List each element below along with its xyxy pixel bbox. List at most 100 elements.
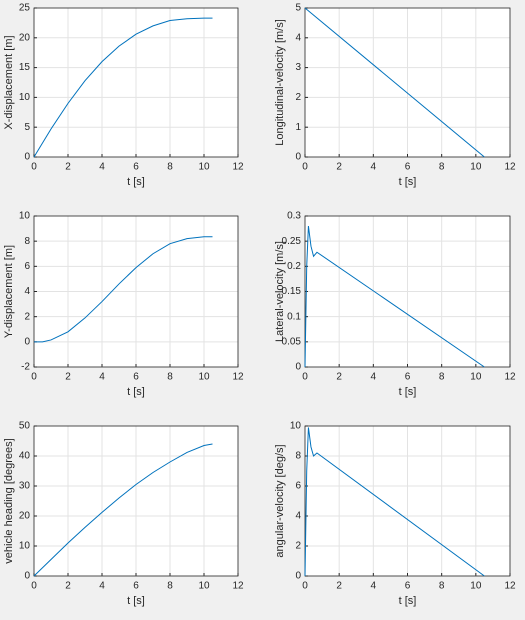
x-tick-label: 8 <box>439 372 445 383</box>
x-tick-label: 12 <box>232 162 244 173</box>
y-tick-label: 1 <box>295 122 301 133</box>
y-axis-label: Lateral-velocity [m/s] <box>274 241 286 342</box>
subplot: 0 2 4 6 8 10 12 0 2 4 6 8 10 t [s] angular-velocity [d… <box>274 421 516 607</box>
x-tick-label: 12 <box>504 581 516 592</box>
subplot: 0 2 4 6 8 10 12 0 10 20 30 40 50 t [s] vehicle heading… <box>3 421 244 607</box>
y-tick-label: 20 <box>19 511 31 522</box>
y-tick-label: 10 <box>19 92 31 103</box>
x-tick-label: 2 <box>336 162 342 173</box>
x-tick-label: 6 <box>405 581 411 592</box>
y-tick-label: 0 <box>295 362 301 373</box>
y-tick-label: 0 <box>295 152 301 163</box>
axes-box <box>33 425 239 577</box>
x-axis-label: t [s] <box>399 595 417 607</box>
y-tick-label: 15 <box>19 62 31 73</box>
y-tick-label: 10 <box>19 211 31 222</box>
x-tick-label: 0 <box>31 162 37 173</box>
y-tick-label: 50 <box>19 421 31 432</box>
x-tick-label: 4 <box>99 372 105 383</box>
x-tick-label: 4 <box>371 372 377 383</box>
y-tick-label: 0 <box>24 336 30 347</box>
axes-box <box>304 215 511 368</box>
data-line <box>33 17 213 158</box>
y-tick-label: 0 <box>295 571 301 582</box>
y-tick-label: 8 <box>295 451 301 462</box>
x-tick-label: 2 <box>336 372 342 383</box>
y-tick-label: 0.15 <box>282 286 302 297</box>
data-line <box>33 443 213 577</box>
x-tick-label: 4 <box>99 162 105 173</box>
x-tick-label: 6 <box>133 162 139 173</box>
data-line <box>304 7 485 158</box>
y-tick-label: 2 <box>295 541 301 552</box>
x-tick-label: 2 <box>65 162 71 173</box>
x-axis-label: t [s] <box>127 176 145 188</box>
y-tick-label: 4 <box>295 511 301 522</box>
x-tick-label: 6 <box>133 372 139 383</box>
y-tick-label: -2 <box>21 362 30 373</box>
axes-box <box>33 215 239 368</box>
y-tick-label: 0 <box>24 571 30 582</box>
x-axis-label: t [s] <box>127 386 145 398</box>
x-tick-label: 12 <box>232 581 244 592</box>
data-line <box>34 236 213 343</box>
y-tick-label: 25 <box>19 3 31 14</box>
y-tick-label: 4 <box>24 286 30 297</box>
axes-box <box>304 7 511 158</box>
y-tick-label: 5 <box>24 122 30 133</box>
x-axis-label: t [s] <box>127 595 145 607</box>
y-tick-label: 0.05 <box>282 336 302 347</box>
y-tick-label: 3 <box>295 62 301 73</box>
x-tick-label: 8 <box>167 162 173 173</box>
x-tick-label: 4 <box>371 581 377 592</box>
y-tick-label: 10 <box>290 421 302 432</box>
y-tick-label: 2 <box>295 92 301 103</box>
y-tick-label: 6 <box>24 261 30 272</box>
subplot: 0 2 4 6 8 10 12 0 5 10 15 20 25 t [s] X-displacement [… <box>3 3 244 188</box>
y-tick-label: 2 <box>24 311 30 322</box>
x-tick-label: 0 <box>31 581 37 592</box>
x-axis-label: t [s] <box>399 386 417 398</box>
y-tick-label: 0.25 <box>282 236 302 247</box>
x-tick-label: 10 <box>470 162 482 173</box>
y-tick-label: 0 <box>24 152 30 163</box>
x-tick-label: 2 <box>65 372 71 383</box>
y-tick-label: 20 <box>19 32 31 43</box>
x-tick-label: 4 <box>371 162 377 173</box>
x-tick-label: 4 <box>99 581 105 592</box>
y-tick-label: 4 <box>295 32 301 43</box>
y-tick-label: 0.1 <box>287 311 301 322</box>
x-tick-label: 10 <box>198 372 210 383</box>
axes-box <box>33 7 239 158</box>
x-tick-label: 6 <box>133 581 139 592</box>
y-tick-label: 0.2 <box>287 261 301 272</box>
x-tick-label: 0 <box>302 372 308 383</box>
x-tick-label: 2 <box>336 581 342 592</box>
x-tick-label: 6 <box>405 162 411 173</box>
y-axis-label: vehicle heading [degrees] <box>3 438 15 563</box>
x-tick-label: 2 <box>65 581 71 592</box>
x-tick-label: 0 <box>302 162 308 173</box>
y-tick-label: 8 <box>24 236 30 247</box>
x-tick-label: 12 <box>504 162 516 173</box>
data-line <box>304 226 485 368</box>
y-tick-label: 0.3 <box>287 211 301 222</box>
x-tick-label: 8 <box>439 581 445 592</box>
y-tick-label: 5 <box>295 3 301 14</box>
x-tick-label: 12 <box>232 372 244 383</box>
x-axis-label: t [s] <box>399 176 417 188</box>
y-axis-label: X-displacement [m] <box>3 35 15 129</box>
y-tick-label: 6 <box>295 481 301 492</box>
x-tick-label: 10 <box>470 372 482 383</box>
subplot: 0 2 4 6 8 10 12 0 0.05 0.1 0.15 0.2 0.25 0.3 t [s] Late… <box>274 211 516 398</box>
x-tick-label: 10 <box>198 581 210 592</box>
axes-box <box>304 425 511 577</box>
y-tick-label: 10 <box>19 541 31 552</box>
y-tick-label: 30 <box>19 481 31 492</box>
x-tick-label: 10 <box>198 162 210 173</box>
x-tick-label: 0 <box>302 581 308 592</box>
y-tick-label: 40 <box>19 451 31 462</box>
